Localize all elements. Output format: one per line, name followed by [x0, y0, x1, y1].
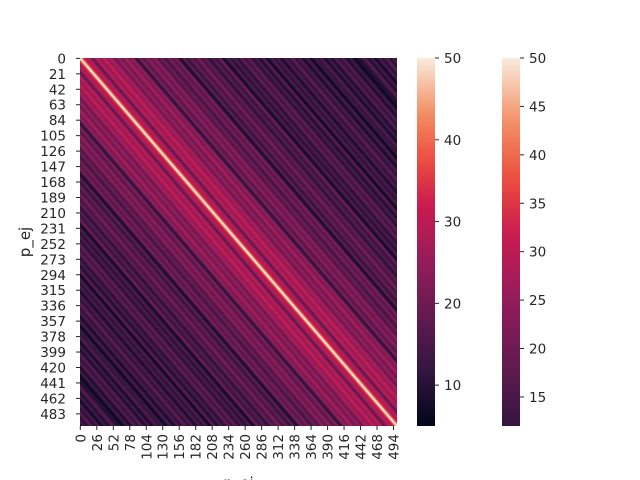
colorbar-tick-label: 10 [444, 378, 461, 394]
y-tick-label: 105 [40, 129, 66, 145]
x-tick-label: 52 [106, 434, 122, 451]
colorbar-tick-label: 35 [529, 196, 546, 212]
y-tick-label: 210 [40, 206, 66, 222]
y-tick-label: 336 [40, 299, 66, 315]
y-tick-label: 168 [40, 175, 66, 191]
x-tick-label: 494 [387, 434, 403, 460]
y-tick-label: 147 [40, 160, 66, 176]
y-tick-label: 462 [40, 391, 66, 407]
colorbar-tick-label: 20 [444, 296, 461, 312]
x-tick-label: 364 [304, 434, 320, 460]
y-tick-label: 273 [40, 252, 66, 268]
colorbar-primary: 10 20 30 40 50 [417, 51, 461, 426]
x-tick-label: 312 [271, 434, 287, 460]
x-tick-label: 260 [238, 434, 254, 460]
heatmap-cells [80, 58, 397, 426]
colorbar-tick-label: 45 [529, 99, 546, 115]
x-tick-label: 26 [90, 434, 106, 451]
y-tick-label: 315 [40, 283, 66, 299]
y-tick-label: 357 [40, 314, 66, 330]
y-axis-label: p_ej [16, 227, 35, 257]
y-tick-label: 483 [40, 407, 66, 423]
colorbar-tick-label: 25 [529, 293, 546, 309]
y-tick-label: 84 [49, 113, 66, 129]
colorbar-gradient [417, 58, 435, 426]
x-tick-label: 104 [139, 434, 155, 460]
colorbar-tick-label: 30 [444, 215, 461, 231]
colorbar-tick-label: 20 [529, 342, 546, 358]
y-tick-label: 252 [40, 237, 66, 253]
heatmap-plot [80, 58, 397, 426]
x-tick-label: 156 [172, 434, 188, 460]
x-tick-label: 390 [321, 434, 337, 460]
y-tick-label: 420 [40, 360, 66, 376]
colorbar-tick-label: 40 [444, 133, 461, 149]
y-tick-label: 126 [40, 144, 66, 160]
x-tick-label: 0 [73, 434, 89, 443]
colorbar-tick-label: 30 [529, 245, 546, 261]
colorbar-secondary: 15 20 25 30 35 40 45 50 [502, 51, 546, 426]
y-tick-label: 63 [49, 98, 66, 114]
y-tick-label: 399 [40, 345, 66, 361]
x-axis-label: p_ej [223, 474, 253, 480]
colorbar-tick-label: 40 [529, 148, 546, 164]
y-tick-label: 21 [49, 67, 66, 83]
y-axis: 0214263841051261471681892102312522732943… [40, 51, 80, 423]
x-tick-label: 208 [205, 434, 221, 460]
x-tick-label: 234 [222, 434, 238, 460]
x-axis: 0 26 52 78 104 130 156 182 208 234 260 286 312 338 364… [73, 426, 403, 460]
x-tick-label: 338 [288, 434, 304, 460]
colorbar-tick-label: 50 [529, 51, 546, 67]
x-tick-label: 78 [123, 434, 139, 451]
colorbar-tick-label: 15 [529, 390, 546, 406]
x-tick-label: 468 [370, 434, 386, 460]
y-tick-label: 378 [40, 330, 66, 346]
y-tick-label: 42 [49, 82, 66, 98]
colorbar-gradient [502, 58, 520, 426]
y-tick-label: 189 [40, 190, 66, 206]
y-tick-label: 294 [40, 268, 66, 284]
x-tick-label: 130 [156, 434, 172, 460]
x-tick-label: 442 [354, 434, 370, 460]
y-tick-label: 0 [57, 51, 66, 67]
x-tick-label: 416 [337, 434, 353, 460]
colorbar-tick-label: 50 [444, 51, 461, 67]
y-tick-label: 441 [40, 376, 66, 392]
x-tick-label: 286 [255, 434, 271, 460]
x-tick-label: 182 [189, 434, 205, 460]
y-tick-label: 231 [40, 221, 66, 237]
